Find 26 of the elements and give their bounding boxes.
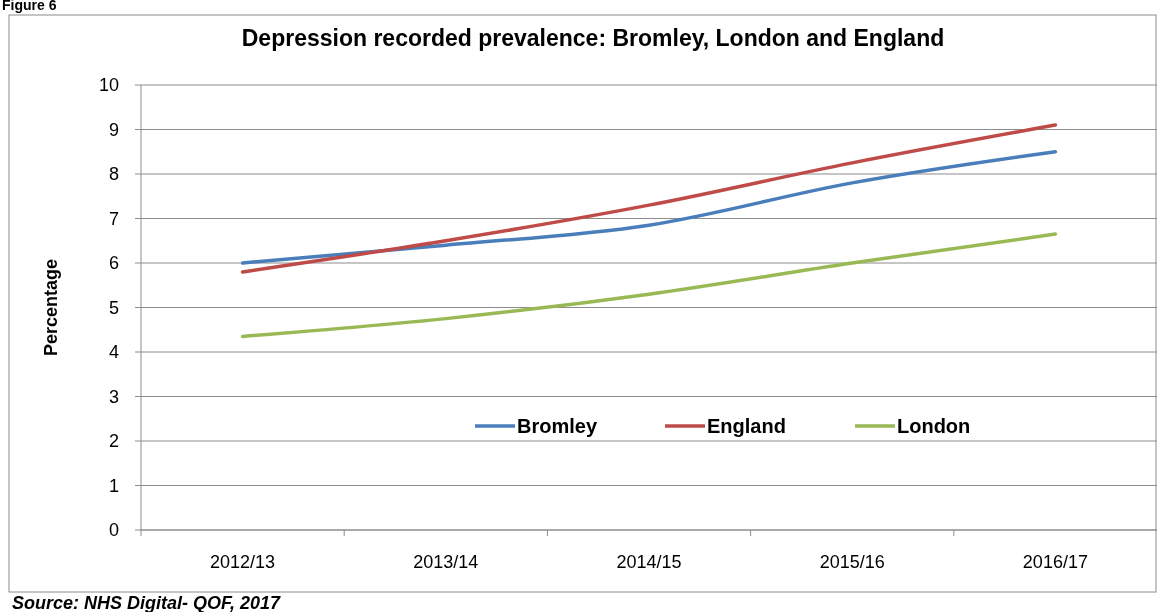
y-tick-label: 6 [108, 253, 119, 273]
x-tick-label: 2016/17 [1022, 552, 1088, 572]
x-tick-label: 2014/15 [616, 552, 682, 572]
y-axis-title: Percentage [41, 258, 61, 357]
y-tick-label: 3 [108, 386, 119, 407]
legend-label: Bromley [517, 415, 598, 437]
y-tick-label: 4 [108, 342, 119, 362]
legend-label: England [707, 415, 786, 437]
y-tick-label: 7 [108, 208, 119, 229]
chart-title: Depression recorded prevalence: Bromley, London and England [241, 25, 945, 51]
legend-label: London [897, 415, 971, 437]
y-tick-label: 1 [108, 475, 119, 496]
line-series [240, 123, 1058, 274]
line-series [240, 150, 1058, 265]
y-tick-label: 10 [98, 75, 119, 95]
y-tick-label: 8 [108, 164, 119, 184]
caption: Figure 6 [2, 0, 57, 13]
line-series [240, 232, 1058, 339]
source-note: Source: NHS Digital- QOF, 2017 [12, 593, 282, 612]
y-tick-label: 2 [108, 431, 119, 451]
y-tick-label: 0 [108, 520, 119, 540]
x-tick-label: 2015/16 [819, 552, 885, 572]
y-tick-label: 9 [108, 119, 119, 140]
x-tick-label: 2013/14 [413, 552, 479, 572]
y-tick-label: 5 [108, 297, 119, 318]
x-tick-label: 2012/13 [210, 552, 276, 572]
